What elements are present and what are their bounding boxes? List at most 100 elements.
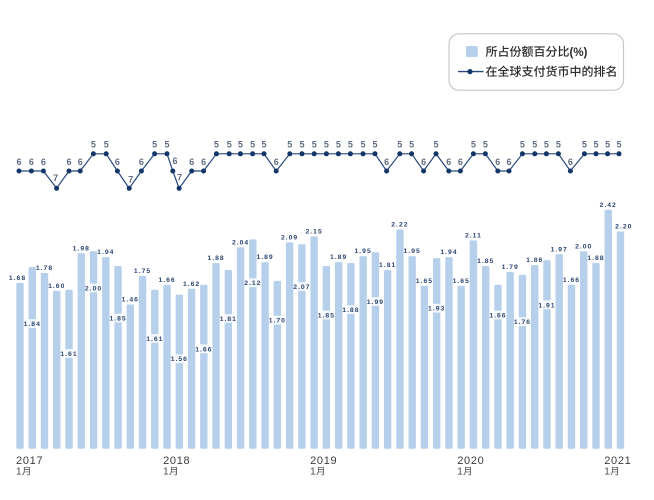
svg-text:1.66: 1.66 bbox=[563, 277, 580, 284]
svg-text:2.11: 2.11 bbox=[465, 232, 482, 239]
svg-text:1.81: 1.81 bbox=[379, 262, 396, 269]
svg-text:6: 6 bbox=[458, 157, 463, 167]
svg-text:1.91: 1.91 bbox=[538, 302, 555, 309]
svg-text:1.89: 1.89 bbox=[330, 254, 347, 261]
svg-text:1.85: 1.85 bbox=[318, 313, 335, 320]
svg-text:1.75: 1.75 bbox=[134, 268, 151, 275]
svg-text:2019: 2019 bbox=[310, 455, 337, 467]
svg-text:5: 5 bbox=[397, 140, 402, 150]
svg-text:1.94: 1.94 bbox=[440, 249, 457, 256]
svg-text:5: 5 bbox=[360, 140, 365, 150]
svg-text:1.61: 1.61 bbox=[60, 351, 77, 358]
svg-text:5: 5 bbox=[312, 140, 317, 150]
svg-text:1.97: 1.97 bbox=[551, 246, 568, 253]
svg-text:1.46: 1.46 bbox=[122, 297, 139, 304]
svg-text:6: 6 bbox=[274, 157, 279, 167]
svg-text:1.95: 1.95 bbox=[404, 248, 421, 255]
svg-text:1.65: 1.65 bbox=[416, 278, 433, 285]
svg-text:2.20: 2.20 bbox=[615, 224, 632, 231]
svg-text:2.04: 2.04 bbox=[232, 239, 249, 246]
svg-text:1.94: 1.94 bbox=[97, 249, 114, 256]
svg-text:6: 6 bbox=[446, 157, 451, 167]
svg-text:1.88: 1.88 bbox=[207, 255, 224, 262]
svg-text:6: 6 bbox=[506, 157, 511, 167]
svg-text:2.07: 2.07 bbox=[293, 284, 310, 291]
svg-text:5: 5 bbox=[227, 140, 232, 150]
svg-text:1.66: 1.66 bbox=[158, 277, 175, 284]
svg-text:1.95: 1.95 bbox=[355, 248, 372, 255]
svg-text:5: 5 bbox=[348, 140, 353, 150]
svg-text:6: 6 bbox=[172, 156, 177, 166]
svg-text:1: 1 bbox=[457, 467, 463, 478]
svg-text:1: 1 bbox=[310, 467, 316, 478]
svg-text:7: 7 bbox=[177, 172, 182, 182]
svg-text:1: 1 bbox=[604, 467, 610, 478]
svg-text:6: 6 bbox=[189, 157, 194, 167]
svg-text:1.93: 1.93 bbox=[428, 306, 445, 313]
svg-text:2.00: 2.00 bbox=[85, 286, 102, 293]
svg-text:6: 6 bbox=[421, 157, 426, 167]
svg-text:1.60: 1.60 bbox=[48, 283, 65, 290]
svg-text:5: 5 bbox=[104, 140, 109, 150]
svg-text:5: 5 bbox=[214, 140, 219, 150]
svg-text:1.81: 1.81 bbox=[220, 316, 237, 323]
svg-text:6: 6 bbox=[495, 157, 500, 167]
svg-text:5: 5 bbox=[593, 140, 598, 150]
svg-text:5: 5 bbox=[299, 140, 304, 150]
svg-text:5: 5 bbox=[261, 140, 266, 150]
svg-text:5: 5 bbox=[616, 140, 621, 150]
svg-text:5: 5 bbox=[520, 140, 525, 150]
svg-text:2.09: 2.09 bbox=[281, 234, 298, 241]
svg-text:5: 5 bbox=[483, 140, 488, 150]
svg-text:6: 6 bbox=[29, 157, 34, 167]
svg-text:1.56: 1.56 bbox=[171, 356, 188, 363]
svg-text:1.86: 1.86 bbox=[526, 257, 543, 264]
svg-text:2.00: 2.00 bbox=[575, 243, 592, 250]
svg-text:5: 5 bbox=[238, 140, 243, 150]
svg-text:1.89: 1.89 bbox=[256, 254, 273, 261]
svg-text:7: 7 bbox=[128, 175, 133, 185]
svg-text:5: 5 bbox=[91, 140, 96, 150]
svg-text:1.85: 1.85 bbox=[477, 258, 494, 265]
svg-text:5: 5 bbox=[532, 140, 537, 150]
svg-text:1.68: 1.68 bbox=[9, 275, 26, 282]
svg-text:2.15: 2.15 bbox=[306, 228, 323, 235]
svg-text:2021: 2021 bbox=[604, 455, 631, 467]
svg-text:6: 6 bbox=[384, 157, 389, 167]
svg-text:5: 5 bbox=[250, 140, 255, 150]
svg-text:(%): (%) bbox=[570, 47, 588, 59]
svg-text:1: 1 bbox=[163, 467, 169, 478]
svg-text:5: 5 bbox=[409, 140, 414, 150]
svg-text:1.99: 1.99 bbox=[367, 299, 384, 306]
svg-text:7: 7 bbox=[53, 173, 58, 183]
svg-text:1.98: 1.98 bbox=[73, 245, 90, 252]
svg-text:1.79: 1.79 bbox=[502, 264, 519, 271]
svg-text:2020: 2020 bbox=[457, 455, 484, 467]
svg-text:2017: 2017 bbox=[16, 455, 43, 467]
svg-text:1.78: 1.78 bbox=[36, 265, 53, 272]
svg-text:5: 5 bbox=[287, 140, 292, 150]
svg-text:1.76: 1.76 bbox=[514, 319, 531, 326]
svg-text:2018: 2018 bbox=[163, 455, 190, 467]
svg-text:5: 5 bbox=[164, 140, 169, 150]
svg-text:5: 5 bbox=[582, 140, 587, 150]
svg-text:5: 5 bbox=[544, 140, 549, 150]
svg-text:5: 5 bbox=[324, 140, 329, 150]
svg-text:2.12: 2.12 bbox=[244, 280, 261, 287]
svg-text:1.66: 1.66 bbox=[489, 313, 506, 320]
svg-text:1.66: 1.66 bbox=[195, 346, 212, 353]
svg-text:1.88: 1.88 bbox=[342, 307, 359, 314]
svg-text:5: 5 bbox=[605, 140, 610, 150]
svg-text:5: 5 bbox=[556, 140, 561, 150]
svg-text:1.70: 1.70 bbox=[269, 318, 286, 325]
svg-text:1.61: 1.61 bbox=[146, 336, 163, 343]
svg-text:1.65: 1.65 bbox=[453, 278, 470, 285]
svg-text:1.88: 1.88 bbox=[587, 255, 604, 262]
svg-text:6: 6 bbox=[201, 157, 206, 167]
svg-text:2.42: 2.42 bbox=[600, 202, 617, 209]
svg-text:2.22: 2.22 bbox=[391, 222, 408, 229]
svg-text:6: 6 bbox=[139, 157, 144, 167]
svg-text:1: 1 bbox=[16, 467, 22, 478]
svg-text:5: 5 bbox=[152, 140, 157, 150]
svg-text:5: 5 bbox=[336, 140, 341, 150]
